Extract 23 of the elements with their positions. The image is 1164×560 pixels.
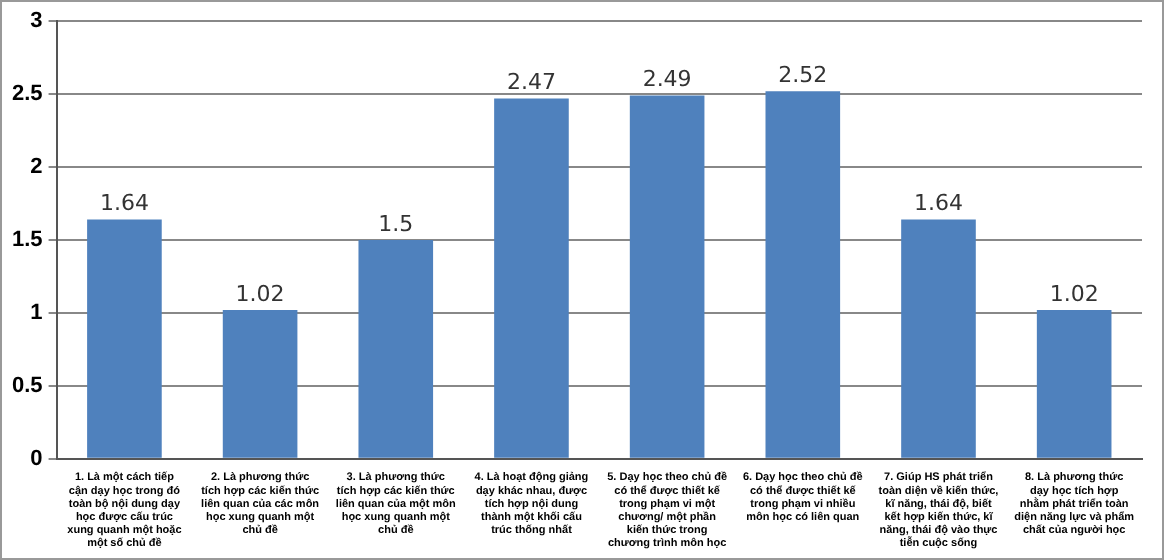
data-label: 2.47 xyxy=(506,69,556,96)
data-label: 1.02 xyxy=(1049,280,1099,307)
data-label: 1.02 xyxy=(235,280,285,307)
y-tick-label: 1.5 xyxy=(11,228,43,253)
data-label: 1.5 xyxy=(378,210,414,237)
data-label: 1.64 xyxy=(99,190,149,217)
bar xyxy=(222,310,298,458)
y-tick-label: 2.5 xyxy=(11,82,43,107)
bar xyxy=(87,219,162,458)
y-tick-label: 3 xyxy=(30,9,43,34)
bar xyxy=(629,95,705,458)
y-tick-label: 0 xyxy=(30,446,43,471)
bar xyxy=(765,91,841,458)
data-label: 1.64 xyxy=(913,190,963,217)
y-tick-label: 0.5 xyxy=(11,373,43,398)
bar xyxy=(1036,310,1112,458)
bar xyxy=(901,219,976,458)
data-label: 2.49 xyxy=(642,66,692,93)
data-label: 2.52 xyxy=(778,61,828,88)
bar xyxy=(494,98,569,458)
y-tick-label: 2 xyxy=(30,155,43,180)
bar xyxy=(358,240,434,458)
y-tick-label: 1 xyxy=(30,301,43,325)
